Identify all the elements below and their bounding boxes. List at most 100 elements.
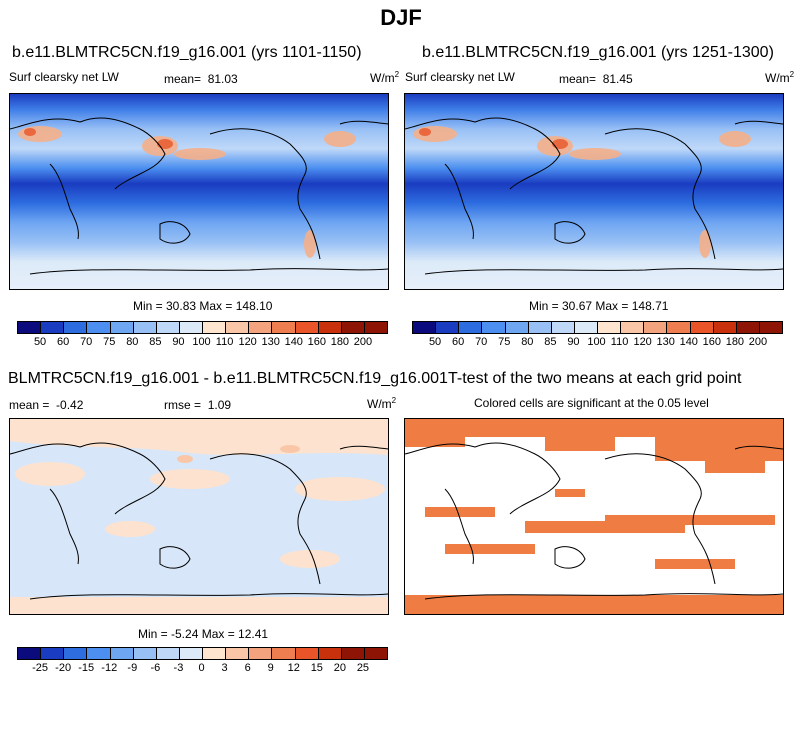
- top-left-mean: mean= 81.03: [164, 72, 238, 86]
- bottom-right-map-field: [405, 419, 783, 614]
- bottom-cbar-label: 20: [333, 662, 346, 674]
- bottom-left-map-field: [10, 419, 388, 614]
- top-right-cbar-label: 75: [498, 336, 511, 348]
- top-left-cbar-swatch: [272, 322, 296, 333]
- top-left-cbar-swatch: [364, 322, 387, 333]
- top-left-map-field: [10, 94, 388, 289]
- top-right-cbar-swatch: [690, 322, 714, 333]
- top-right-cbar-swatch: [621, 322, 645, 333]
- bottom-cbar-label: 9: [267, 662, 274, 674]
- page-title: DJF: [380, 5, 422, 30]
- bottom-cbar-swatch: [318, 648, 342, 659]
- bottom-right-title: T-test of the two means at each grid poi…: [448, 370, 742, 387]
- top-left-cbar-label: 50: [33, 336, 47, 348]
- top-right-cbar-swatch: [759, 322, 782, 333]
- bottom-cbar-swatch: [41, 648, 65, 659]
- top-right-cbar-label: 50: [428, 336, 442, 348]
- top-right-cbar-swatch: [528, 322, 552, 333]
- top-right-cbar-swatch: [713, 322, 737, 333]
- top-left-cbar-label: 90: [172, 336, 185, 348]
- top-right-cbar-label: 85: [544, 336, 557, 348]
- top-left-minmax: Min = 30.83 Max = 148.10: [133, 299, 273, 313]
- top-left-cbar-swatch: [64, 322, 88, 333]
- bottom-left-rmse: rmse = 1.09: [164, 398, 232, 412]
- bottom-cbar-label: -3: [173, 662, 184, 674]
- bottom-cbar-label: 6: [244, 662, 251, 674]
- bottom-cbar-swatch: [295, 648, 319, 659]
- bottom-cbar-swatch: [341, 648, 365, 659]
- bottom-right-subtitle: Colored cells are significant at the 0.0…: [474, 396, 709, 410]
- top-right-cbar-swatch: [505, 322, 529, 333]
- top-right-cbar-label: 130: [656, 336, 675, 348]
- top-left-cbar-swatch: [179, 322, 203, 333]
- bottom-cbar-swatch: [226, 648, 250, 659]
- bottom-cbar-label: 25: [356, 662, 370, 674]
- top-left-map: [9, 93, 389, 290]
- bottom-cbar-swatch: [18, 648, 42, 659]
- bottom-cbar-swatch: [272, 648, 296, 659]
- top-right-colorbar: [412, 321, 783, 334]
- top-left-cbar-label: 130: [261, 336, 280, 348]
- top-left-cbar-label: 180: [330, 336, 350, 348]
- bottom-left-title: BLMTRC5CN.f19_g16.001 - b.e11.BLMTRC5CN.…: [8, 370, 448, 387]
- bottom-cbar-swatch: [64, 648, 88, 659]
- bottom-cbar-swatch: [203, 648, 227, 659]
- top-right-cbar-label: 90: [567, 336, 580, 348]
- bottom-left-map: [9, 418, 389, 615]
- bottom-cbar-swatch: [179, 648, 203, 659]
- bottom-cbar-swatch: [156, 648, 180, 659]
- bottom-cbar-swatch: [133, 648, 157, 659]
- bottom-cbar-label: 0: [198, 662, 205, 674]
- bottom-cbar-label: 15: [310, 662, 323, 674]
- top-right-colorbar-labels: 50 60 70 75 80 85 90 100 110 120 130 140 160 180 200: [412, 336, 781, 350]
- top-left-units: W/m2: [370, 70, 400, 85]
- top-right-map-field: [405, 94, 783, 289]
- top-right-units: W/m2: [765, 70, 795, 85]
- bottom-colorbar-labels: -25 -20 -15 -12 -9 -6 -3 0 3 6 9 12 15 20 25: [17, 662, 386, 676]
- top-left-variable: Surf clearsky net LW: [9, 70, 119, 84]
- top-left-cbar-swatch: [41, 322, 65, 333]
- top-left-cbar-swatch: [133, 322, 157, 333]
- bottom-colorbar: [17, 647, 388, 660]
- bottom-cbar-label: -12: [101, 662, 118, 674]
- top-right-map: [404, 93, 784, 290]
- top-right-cbar-label: 200: [748, 336, 768, 348]
- top-right-variable: Surf clearsky net LW: [405, 70, 515, 84]
- top-right-cbar-label: 140: [679, 336, 698, 348]
- top-left-cbar-label: 110: [215, 336, 234, 348]
- bottom-cbar-label: 3: [221, 662, 228, 674]
- top-left-cbar-swatch: [110, 322, 134, 333]
- top-right-cbar-label: 100: [587, 336, 606, 348]
- top-left-cbar-swatch: [156, 322, 180, 333]
- top-right-cbar-swatch: [413, 322, 437, 333]
- top-left-cbar-label: 85: [149, 336, 162, 348]
- top-right-minmax: Min = 30.67 Max = 148.71: [529, 299, 669, 313]
- bottom-cbar-swatch: [364, 648, 387, 659]
- bottom-cbar-label: 12: [287, 662, 300, 674]
- top-left-cbar-swatch: [249, 322, 273, 333]
- bottom-cbar-label: -25: [32, 662, 49, 674]
- top-left-title: b.e11.BLMTRC5CN.f19_g16.001 (yrs 1101-11…: [12, 44, 362, 61]
- top-left-colorbar: [17, 321, 388, 334]
- top-right-cbar-label: 80: [521, 336, 534, 348]
- top-right-cbar-label: 120: [633, 336, 652, 348]
- top-right-cbar-swatch: [644, 322, 668, 333]
- top-right-cbar-swatch: [482, 322, 506, 333]
- top-right-mean: mean= 81.45: [559, 72, 633, 86]
- top-left-cbar-swatch: [341, 322, 365, 333]
- top-left-cbar-label: 120: [238, 336, 257, 348]
- bottom-cbar-label: -15: [78, 662, 95, 674]
- top-right-cbar-swatch: [667, 322, 691, 333]
- top-left-cbar-swatch: [18, 322, 42, 333]
- top-right-cbar-swatch: [598, 322, 622, 333]
- top-right-cbar-swatch: [551, 322, 575, 333]
- top-left-cbar-label: 100: [192, 336, 211, 348]
- top-right-cbar-swatch: [736, 322, 760, 333]
- top-right-cbar-swatch: [574, 322, 598, 333]
- bottom-cbar-swatch: [87, 648, 111, 659]
- bottom-cbar-swatch: [110, 648, 134, 659]
- bottom-cbar-label: -6: [150, 662, 161, 674]
- top-right-cbar-label: 180: [725, 336, 745, 348]
- top-left-cbar-label: 80: [126, 336, 139, 348]
- top-right-cbar-label: 160: [702, 336, 721, 348]
